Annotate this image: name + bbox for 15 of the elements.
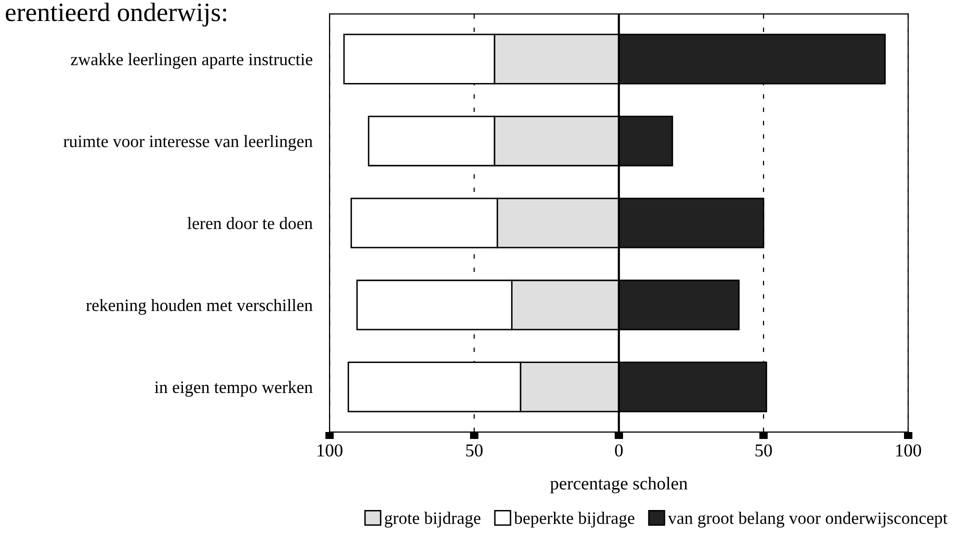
legend-label: van groot belang voor onderwijsconcept	[668, 512, 948, 528]
y-tick-label: ruimte voor interesse van leerlingen	[64, 135, 313, 151]
y-tick-label: rekening houden met verschillen	[86, 298, 313, 315]
x-axis-title: percentage scholen	[550, 476, 688, 494]
x-tick-label: 50	[466, 444, 483, 457]
y-tick-label: zwakke leerlingen aparte instructie	[70, 53, 312, 69]
text: erentieerd onderwijs:	[6, 2, 226, 27]
x-tick-label: 0	[615, 444, 623, 457]
y-tick-label: in eigen tempo werken	[154, 380, 313, 397]
x-tick-label: 100	[896, 444, 922, 457]
x-tick-label: 50	[756, 444, 772, 457]
legend-label: grote bijdrage	[384, 512, 480, 528]
y-tick-label: leren door te doen	[187, 216, 313, 230]
legend-label: beperkte bijdrage	[514, 512, 634, 528]
x-tick-label: 100	[318, 444, 342, 457]
